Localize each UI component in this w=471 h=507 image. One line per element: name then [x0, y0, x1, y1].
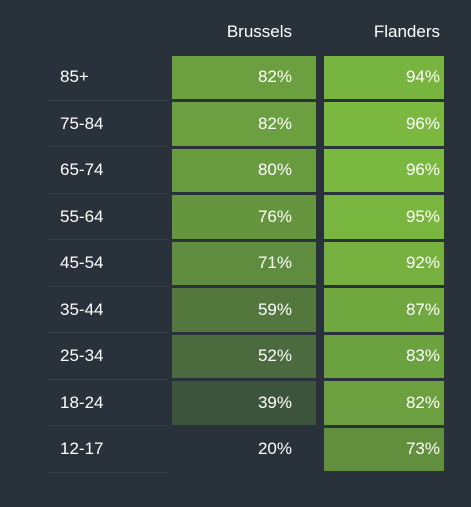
row-label-75-84: 75-84 [60, 113, 104, 133]
heatmap-cell-flanders-75-84 [324, 102, 444, 146]
cell-value-label: 94% [405, 67, 440, 86]
cell-value-label: 71% [257, 253, 292, 272]
cell-value-label: 20% [257, 439, 292, 458]
cell-value-label: 92% [405, 253, 440, 272]
column-header-brussels: Brussels [226, 22, 292, 41]
row-label-55-64: 55-64 [60, 206, 104, 226]
cell-value-label: 83% [405, 346, 440, 365]
heatmap-cell-flanders-55-64 [324, 195, 444, 239]
row-label-25-34: 25-34 [60, 346, 104, 365]
row-divider [48, 99, 168, 101]
cell-value-label: 80% [257, 160, 292, 179]
cell-value-label: 82% [257, 113, 292, 133]
heatmap-cell-flanders-65-74 [324, 148, 444, 192]
row-label-85plus: 85+ [60, 67, 89, 86]
row-divider [48, 239, 168, 240]
row-divider [48, 471, 168, 473]
heatmap-cell-brussels-12-17 [172, 427, 316, 471]
cell-value-label: 59% [257, 299, 292, 319]
cell-value-label: 73% [405, 439, 440, 458]
row-label-65-74: 65-74 [60, 160, 104, 179]
row-divider [48, 332, 168, 333]
row-divider [48, 378, 168, 380]
heatmap-cell-brussels-35-44 [172, 288, 316, 332]
column-header-flanders: Flanders [373, 22, 440, 41]
heatmap-cell-brussels-18-24 [172, 381, 316, 425]
heatmap-cell-brussels-65-74 [172, 148, 316, 192]
cell-value-label: 82% [405, 392, 440, 412]
heatmap-cell-brussels-45-54 [172, 241, 316, 285]
heatmap-cell-brussels-85plus [172, 55, 316, 99]
row-label-18-24: 18-24 [60, 392, 104, 412]
cell-value-label: 96% [405, 113, 440, 133]
row-divider [48, 285, 168, 287]
heatmap-cell-flanders-85plus [324, 55, 444, 99]
heatmap-cell-brussels-55-64 [172, 195, 316, 239]
row-divider [48, 425, 168, 426]
heatmap-cell-flanders-12-17 [324, 427, 444, 471]
row-label-45-54: 45-54 [60, 253, 104, 272]
heatmap-cell-flanders-18-24 [324, 381, 444, 425]
cell-value-label: 76% [257, 206, 292, 226]
heatmap-cell-flanders-35-44 [324, 288, 444, 332]
row-divider [48, 146, 168, 147]
cell-value-label: 96% [405, 160, 440, 179]
row-label-12-17: 12-17 [60, 439, 104, 458]
row-divider [48, 192, 168, 194]
cell-value-label: 87% [405, 299, 440, 319]
cell-value-label: 52% [257, 346, 292, 365]
row-label-35-44: 35-44 [60, 299, 104, 319]
heatmap-cell-brussels-75-84 [172, 102, 316, 146]
heatmap-cell-flanders-25-34 [324, 334, 444, 378]
heatmap-cell-flanders-45-54 [324, 241, 444, 285]
cell-value-label: 95% [405, 206, 440, 226]
heatmap-cell-brussels-25-34 [172, 334, 316, 378]
cell-value-label: 82% [257, 67, 292, 86]
cell-value-label: 39% [257, 392, 292, 412]
